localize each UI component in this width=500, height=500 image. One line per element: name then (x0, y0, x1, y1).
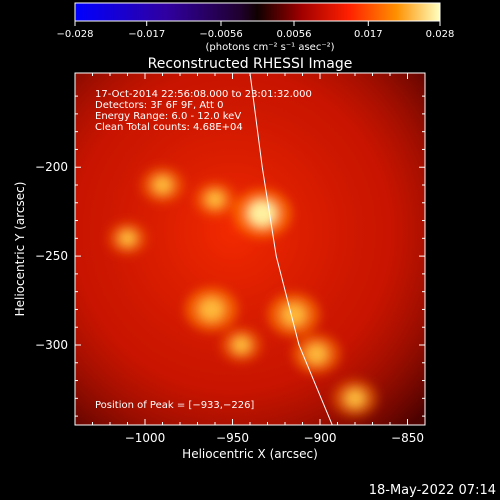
source-core (304, 342, 329, 365)
colorbar-tick-label: −0.0056 (199, 29, 242, 40)
x-tick-label: −950 (216, 431, 249, 445)
colorbar-tick-label: −0.017 (128, 29, 165, 40)
observation-info: 17-Oct-2014 22:56:08.000 to 23:01:32.000… (95, 89, 312, 133)
source-core (204, 189, 226, 209)
peak-position-label: Position of Peak = [−933,−226] (95, 400, 254, 411)
y-tick-label: −300 (35, 338, 68, 352)
emission-sources (107, 167, 378, 417)
info-line: Detectors: 3F 6F 9F, Att 0 (95, 100, 223, 111)
plot-area (75, 73, 425, 425)
colorbar-tick-label: 0.017 (354, 29, 383, 40)
x-axis-ticks: −1000 −950 −900 −850 (92, 73, 426, 445)
source-core (343, 388, 367, 409)
y-tick-label: −250 (35, 249, 68, 263)
colorbar-ticks: −0.028 −0.017 −0.0056 0.0056 0.017 0.028 (56, 21, 454, 40)
x-tick-label: −900 (304, 431, 337, 445)
y-axis-label: Heliocentric Y (arcsec) (13, 182, 27, 317)
footer-timestamp: 18-May-2022 07:14 (369, 483, 496, 498)
info-line: Clean Total counts: 4.68E+04 (95, 122, 243, 133)
source-core (231, 335, 252, 355)
info-line: Energy Range: 6.0 - 12.0 keV (95, 111, 241, 122)
x-axis-label: Heliocentric X (arcsec) (182, 447, 318, 461)
source-core (198, 297, 225, 322)
x-tick-label: −850 (391, 431, 424, 445)
source-core (151, 175, 174, 195)
chart-title: Reconstructed RHESSI Image (148, 56, 353, 72)
source-core (280, 302, 307, 327)
colorbar-tick-label: 0.0056 (277, 29, 312, 40)
colorbar-tick-label: 0.028 (426, 29, 455, 40)
info-line: 17-Oct-2014 22:56:08.000 to 23:01:32.000 (95, 89, 312, 100)
x-tick-label: −1000 (125, 431, 166, 445)
y-axis-ticks: −200 −250 −300 (35, 95, 425, 417)
colorbar (74, 2, 441, 22)
solar-limb-curve (249, 73, 333, 425)
y-tick-label: −200 (35, 160, 68, 174)
colorbar-unit-label: (photons cm⁻² s⁻¹ asec⁻²) (205, 42, 334, 53)
source-core (247, 200, 277, 227)
source-core (117, 229, 138, 248)
colorbar-tick-label: −0.028 (56, 29, 93, 40)
